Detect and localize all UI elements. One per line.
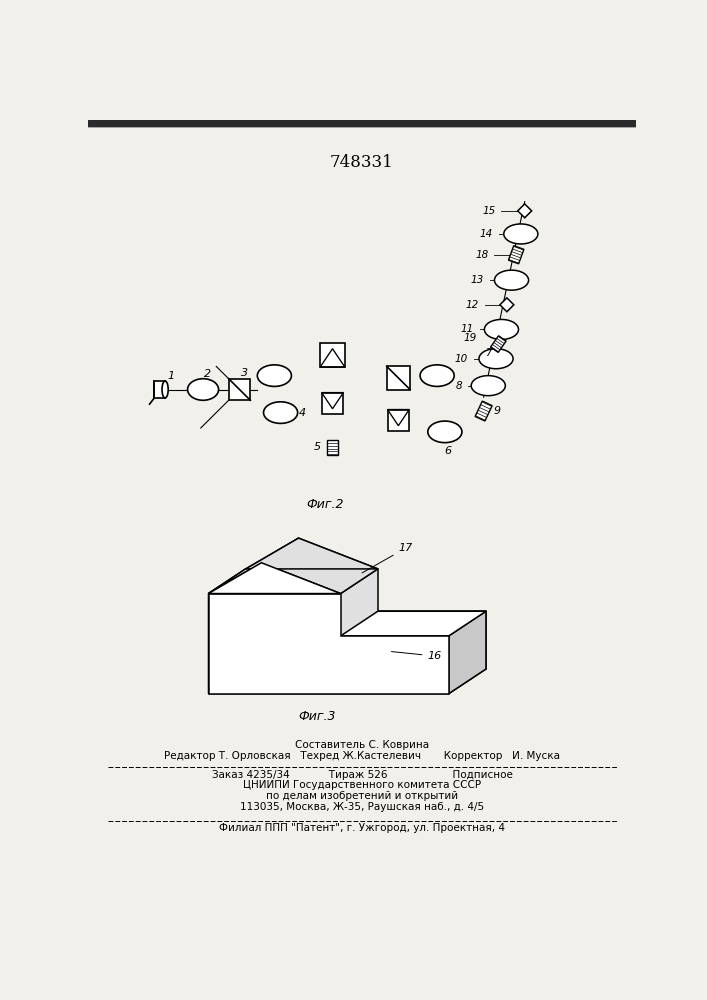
Polygon shape <box>500 298 514 312</box>
Text: Заказ 4235/34            Тираж 526                    Подписное: Заказ 4235/34 Тираж 526 Подписное <box>211 770 513 780</box>
Text: Фиг.2: Фиг.2 <box>306 498 344 512</box>
Ellipse shape <box>494 270 529 290</box>
Text: 1: 1 <box>167 371 174 381</box>
Text: 11: 11 <box>460 324 474 334</box>
Polygon shape <box>209 563 341 594</box>
Ellipse shape <box>504 224 538 244</box>
Text: по делам изобретений и открытий: по делам изобретений и открытий <box>266 791 458 801</box>
Polygon shape <box>246 538 378 569</box>
Bar <box>154 381 165 398</box>
Text: 2: 2 <box>204 369 211 379</box>
Polygon shape <box>262 538 378 594</box>
Polygon shape <box>327 440 338 455</box>
Text: 748331: 748331 <box>330 154 394 171</box>
Text: 8: 8 <box>455 381 462 391</box>
Polygon shape <box>449 611 486 694</box>
Polygon shape <box>475 401 492 421</box>
Bar <box>387 410 409 431</box>
Text: 19: 19 <box>463 333 477 343</box>
Polygon shape <box>209 669 486 694</box>
Polygon shape <box>209 594 449 694</box>
Ellipse shape <box>484 319 518 339</box>
Bar <box>88 120 636 126</box>
Polygon shape <box>209 538 298 594</box>
Text: Редактор Т. Орловская   Техред Ж.Кастелевич       Корректор   И. Муска: Редактор Т. Орловская Техред Ж.Кастелеви… <box>164 751 560 761</box>
Polygon shape <box>246 569 486 669</box>
Text: 14: 14 <box>479 229 493 239</box>
Text: 12: 12 <box>466 300 479 310</box>
Text: 18: 18 <box>475 250 489 260</box>
Text: 6: 6 <box>445 446 452 456</box>
Ellipse shape <box>479 349 513 369</box>
Polygon shape <box>341 611 486 636</box>
Text: Составитель С. Коврина: Составитель С. Коврина <box>295 740 429 750</box>
Ellipse shape <box>264 402 298 423</box>
Bar <box>322 393 344 414</box>
Text: 15: 15 <box>482 206 495 216</box>
Text: 3: 3 <box>240 368 247 378</box>
Text: ЦНИИПИ Государственного комитета СССР: ЦНИИПИ Государственного комитета СССР <box>243 780 481 790</box>
Text: 16: 16 <box>392 651 442 661</box>
Polygon shape <box>209 569 246 694</box>
Polygon shape <box>508 246 524 264</box>
Ellipse shape <box>420 365 454 386</box>
Text: 17: 17 <box>362 543 413 573</box>
Text: 5: 5 <box>313 442 320 452</box>
Text: 113035, Москва, Ж-35, Раушская наб., д. 4/5: 113035, Москва, Ж-35, Раушская наб., д. … <box>240 802 484 812</box>
Ellipse shape <box>257 365 291 386</box>
Text: 10: 10 <box>455 354 468 364</box>
Text: Филиал ППП "Патент", г. Ужгород, ул. Проектная, 4: Филиал ППП "Патент", г. Ужгород, ул. Про… <box>219 823 505 833</box>
Bar <box>228 379 250 400</box>
Bar <box>320 343 345 367</box>
Bar <box>387 366 410 389</box>
Text: Фиг.3: Фиг.3 <box>298 710 336 723</box>
Polygon shape <box>491 336 506 352</box>
Ellipse shape <box>472 376 506 396</box>
Polygon shape <box>518 204 532 218</box>
Text: 9: 9 <box>494 406 501 416</box>
Text: 7: 7 <box>486 348 492 358</box>
Ellipse shape <box>428 421 462 443</box>
Ellipse shape <box>162 381 168 398</box>
Polygon shape <box>209 569 378 594</box>
Text: 13: 13 <box>470 275 484 285</box>
Text: 4: 4 <box>299 408 306 418</box>
Ellipse shape <box>187 379 218 400</box>
